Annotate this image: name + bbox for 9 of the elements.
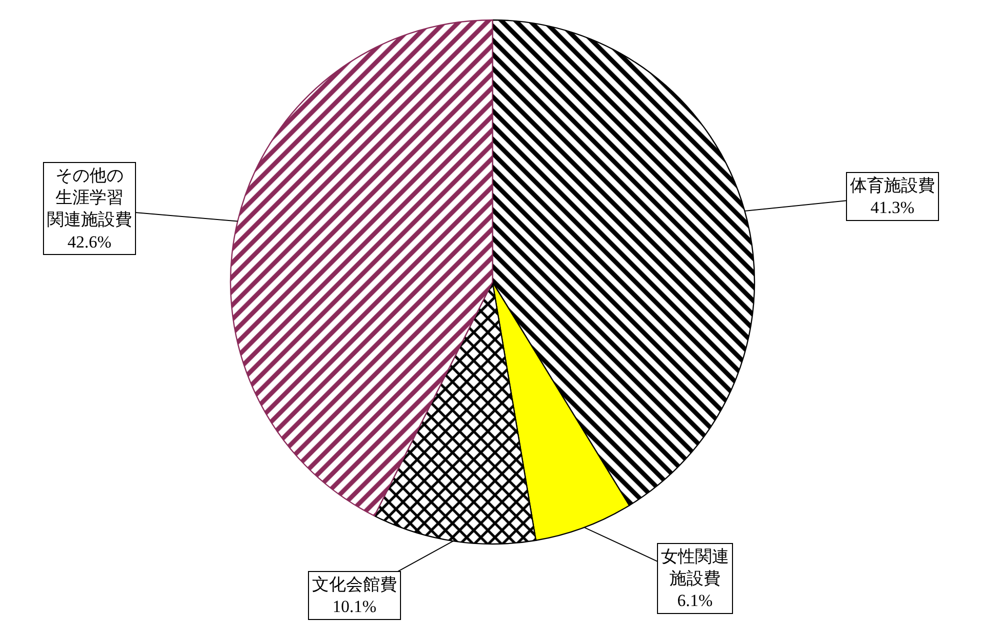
data-label: 41.3% [870, 198, 914, 218]
slice-label: 体育施設費 [850, 176, 935, 195]
data-label: 6.1% [677, 591, 713, 610]
slice-label: 文化会館費 [312, 575, 397, 594]
slice-label: 女性関連施設費 [661, 547, 729, 588]
slice-label: その他の生涯学習関連施設費 [47, 166, 132, 230]
pie-slice [230, 19, 494, 516]
data-label: 10.1% [332, 597, 376, 616]
data-label: 42.6% [68, 232, 112, 252]
